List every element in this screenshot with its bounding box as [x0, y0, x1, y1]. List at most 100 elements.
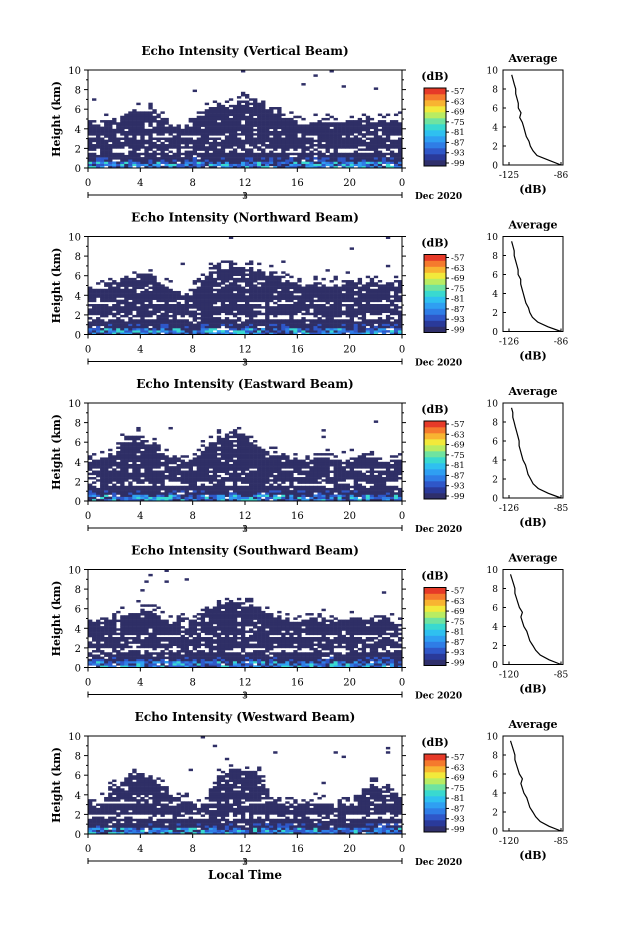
- heatmap-cell: [261, 161, 266, 164]
- heatmap-cell: [100, 483, 105, 487]
- heatmap-cell: [281, 163, 286, 167]
- heatmap-cell: [236, 120, 242, 123]
- heatmap-cell: [265, 308, 270, 311]
- heatmap-cell: [361, 139, 367, 143]
- heatmap-cell: [168, 126, 173, 130]
- heatmap-cell: [196, 139, 202, 143]
- heatmap-cell: [240, 450, 246, 454]
- heatmap-cell: [281, 271, 286, 274]
- heatmap-cell: [273, 122, 278, 125]
- heatmap-cell: [341, 319, 346, 322]
- heatmap-cell: [285, 146, 290, 149]
- heatmap-cell: [100, 126, 105, 130]
- heatmap-cell: [152, 466, 157, 469]
- heatmap-cell: [196, 159, 202, 162]
- heatmap-cell: [216, 117, 222, 121]
- heatmap-cell: [228, 295, 234, 298]
- heatmap-cell: [144, 461, 149, 465]
- heatmap-cell: [377, 124, 383, 127]
- heatmap-cell: [325, 321, 330, 324]
- heatmap-cell: [120, 310, 125, 314]
- x-tick-label: 12: [239, 178, 252, 189]
- heatmap-cell: [156, 137, 161, 140]
- heatmap-cell: [236, 139, 242, 143]
- heatmap-cell: [265, 466, 270, 469]
- heatmap-cell: [373, 310, 379, 314]
- heatmap-cell: [152, 492, 157, 495]
- heatmap-cell: [236, 290, 242, 294]
- heatmap-cell: [245, 466, 250, 469]
- heatmap-cell: [220, 126, 226, 130]
- heatmap-cell: [236, 494, 242, 497]
- heatmap-cell: [313, 163, 318, 167]
- heatmap-cell: [156, 130, 161, 134]
- heatmap-cell: [349, 317, 354, 320]
- heatmap-cell: [341, 144, 346, 147]
- heatmap-cell: [313, 453, 318, 456]
- heatmap-cell: [124, 144, 129, 147]
- heatmap-cell: [273, 107, 278, 110]
- heatmap-cell: [204, 150, 210, 154]
- heatmap-cell: [393, 295, 399, 298]
- heatmap-cell: [92, 459, 97, 463]
- heatmap-cell: [297, 290, 302, 294]
- heatmap-cell: [156, 144, 161, 147]
- heatmap-cell: [269, 306, 274, 309]
- heatmap-cell: [220, 440, 226, 443]
- heatmap-cell: [212, 494, 218, 497]
- heatmap-cell: [393, 306, 399, 309]
- heatmap-cell: [180, 295, 185, 298]
- heatmap-cell: [377, 146, 383, 149]
- heatmap-cell: [333, 472, 338, 476]
- heatmap-cell: [261, 107, 266, 110]
- heatmap-cell: [88, 137, 93, 140]
- heatmap-cell: [132, 472, 137, 476]
- heatmap-cell: [116, 332, 121, 335]
- heatmap-cell: [381, 297, 387, 300]
- heatmap-cell: [128, 490, 133, 493]
- heatmap-cell: [124, 124, 129, 127]
- heatmap-cell: [309, 157, 314, 160]
- heatmap-cell: [389, 152, 395, 156]
- heatmap-cell: [160, 319, 165, 322]
- heatmap-cell: [140, 275, 145, 279]
- heatmap-cell: [341, 126, 346, 130]
- heatmap-cell: [397, 280, 403, 283]
- heatmap-cell: [281, 304, 286, 307]
- heatmap-cell: [236, 466, 242, 469]
- heatmap-cell: [132, 122, 137, 125]
- heatmap-cell: [108, 485, 113, 489]
- heatmap-cell: [273, 161, 278, 164]
- heatmap-cell: [365, 128, 371, 132]
- heatmap-cell: [245, 498, 250, 502]
- heatmap-cell: [176, 468, 181, 471]
- heatmap-cell: [124, 122, 129, 125]
- heatmap-cell: [200, 485, 206, 489]
- heatmap-cell: [393, 165, 399, 169]
- heatmap-cell: [140, 496, 145, 500]
- heatmap-cell: [373, 306, 379, 309]
- heatmap-cell: [257, 282, 262, 285]
- heatmap-cell: [172, 137, 177, 140]
- heatmap-cell: [269, 479, 274, 482]
- heatmap-cell: [184, 139, 189, 143]
- heatmap-cell: [184, 133, 189, 136]
- heatmap-cell: [293, 457, 298, 460]
- heatmap-cell: [88, 133, 93, 136]
- heatmap-cell: [168, 137, 173, 140]
- heatmap-cell: [208, 310, 214, 314]
- heatmap-cell: [192, 290, 197, 294]
- heatmap-cell: [245, 128, 250, 132]
- heatmap-cell: [148, 466, 153, 469]
- heatmap-cell: [192, 325, 197, 329]
- heatmap-cell: [184, 126, 189, 130]
- heatmap-cell: [132, 154, 137, 158]
- heatmap-cell: [200, 144, 206, 147]
- heatmap-cell: [261, 154, 266, 158]
- heatmap-cell: [285, 321, 290, 324]
- heatmap-cell: [273, 124, 278, 127]
- heatmap-cell: [285, 494, 290, 497]
- heatmap-cell: [212, 492, 218, 495]
- heatmap-cell: [377, 113, 383, 117]
- heatmap-cell: [261, 327, 266, 331]
